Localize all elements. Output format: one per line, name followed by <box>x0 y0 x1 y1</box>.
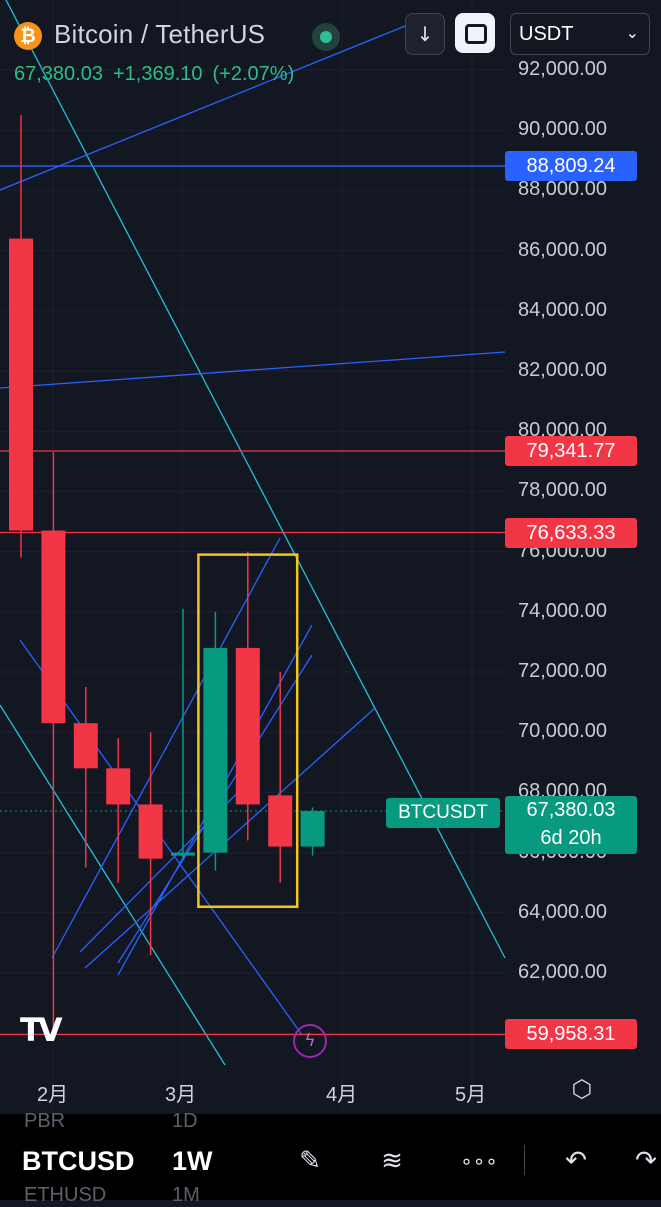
symbol-title[interactable]: Bitcoin / TetherUS <box>54 19 266 49</box>
price-tick-label: 84,000.00 <box>518 298 607 321</box>
blue-trendline <box>0 19 421 191</box>
ghost-symbol: PBR <box>24 1110 66 1132</box>
current-price-tag: 67,380.03 6d 20h <box>505 796 637 854</box>
candle-body <box>41 530 66 724</box>
price-tick-label: 78,000.00 <box>518 479 607 502</box>
level-tag[interactable]: 76,633.33 <box>505 517 637 548</box>
level-tag[interactable]: 88,809.24 <box>505 151 637 182</box>
chart-canvas[interactable] <box>0 0 661 1110</box>
price-tick-label: 90,000.00 <box>518 118 607 141</box>
candle-body <box>106 768 131 805</box>
price-tick-label: 64,000.00 <box>518 900 607 923</box>
redo-icon[interactable]: ↷ <box>635 1146 657 1176</box>
price-tick-label: 74,000.00 <box>518 599 607 622</box>
time-label: 5月 <box>455 1084 487 1106</box>
draw-pen-icon[interactable]: ✎ <box>299 1146 321 1176</box>
undo-icon[interactable]: ↶ <box>565 1146 587 1176</box>
level-tag[interactable]: 59,958.31 <box>505 1019 637 1050</box>
quote-line: 67,380.03 +1,369.10 (+2.07%) <box>14 63 304 86</box>
tradingview-logo: TV <box>20 1011 63 1049</box>
currency-select[interactable]: USDT ⌄ <box>510 13 650 55</box>
candle-body <box>235 647 260 805</box>
bottom-toolbar <box>0 1114 661 1200</box>
bitcoin-icon: ₿ <box>14 22 42 50</box>
time-label: 4月 <box>326 1084 358 1106</box>
ghost-symbol: ETHUSD <box>24 1184 107 1206</box>
price-tick-label: 86,000.00 <box>518 238 607 261</box>
candle-body <box>138 804 163 859</box>
market-open-icon <box>312 23 340 51</box>
symbol-label: BTCUSDT <box>386 798 500 828</box>
settings-icon[interactable]: ⬡ <box>571 1075 593 1103</box>
price-tick-label: 80,000.00 <box>518 419 607 442</box>
bar-countdown: 6d 20h <box>540 827 602 849</box>
candle-body <box>73 723 98 769</box>
divider <box>524 1145 525 1175</box>
currency-value: USDT <box>519 23 574 45</box>
blue-trendline <box>0 351 506 389</box>
symbol-picker[interactable]: BTCUSD <box>22 1146 135 1176</box>
ghost-interval: 1D <box>172 1110 198 1132</box>
trend-tool-icon[interactable]: ≋ <box>381 1146 403 1176</box>
price-change-pct: (+2.07%) <box>212 63 295 85</box>
candle-body <box>300 811 325 847</box>
chart-grid <box>0 0 505 1110</box>
time-label: 2月 <box>37 1084 69 1106</box>
last-price: 67,380.03 <box>14 63 103 85</box>
candle-body <box>268 795 293 847</box>
horizontal-levels <box>0 165 505 1036</box>
current-price: 67,380.03 <box>526 799 616 821</box>
more-icon[interactable]: ∘∘∘ <box>460 1149 498 1173</box>
lightning-icon[interactable]: ϟ <box>293 1024 327 1058</box>
interval-picker[interactable]: 1W <box>172 1146 213 1176</box>
symbol-header: ₿ Bitcoin / TetherUS 67,380.03 +1,369.10 (… <box>0 0 661 100</box>
ghost-interval: 1M <box>172 1184 200 1206</box>
candle-body <box>203 647 228 853</box>
price-tick-label: 88,000.00 <box>518 178 607 201</box>
price-change: +1,369.10 <box>112 63 203 85</box>
time-label: 3月 <box>165 1084 197 1106</box>
highlight-box <box>197 553 299 909</box>
candle-body <box>171 852 195 856</box>
blue-trendline <box>51 537 281 959</box>
candles <box>9 115 325 1037</box>
candle-body <box>9 238 33 531</box>
price-tick-label: 82,000.00 <box>518 359 607 381</box>
chevron-down-icon: ⌄ <box>625 23 639 42</box>
cyan-trendline <box>0 704 226 1066</box>
fullscreen-button[interactable] <box>455 13 495 53</box>
price-tick-label: 62,000.00 <box>518 961 607 983</box>
blue-trendline <box>79 771 259 953</box>
blue-trendline <box>84 707 376 969</box>
price-tick-label: 70,000.00 <box>518 720 607 743</box>
price-tick-label: 72,000.00 <box>518 660 607 682</box>
price-tick-label: 92,000.00 <box>518 58 607 80</box>
download-button[interactable]: ↓ <box>405 13 445 55</box>
cyan-trendline <box>5 0 506 959</box>
level-tag[interactable]: 79,341.77 <box>505 436 637 466</box>
